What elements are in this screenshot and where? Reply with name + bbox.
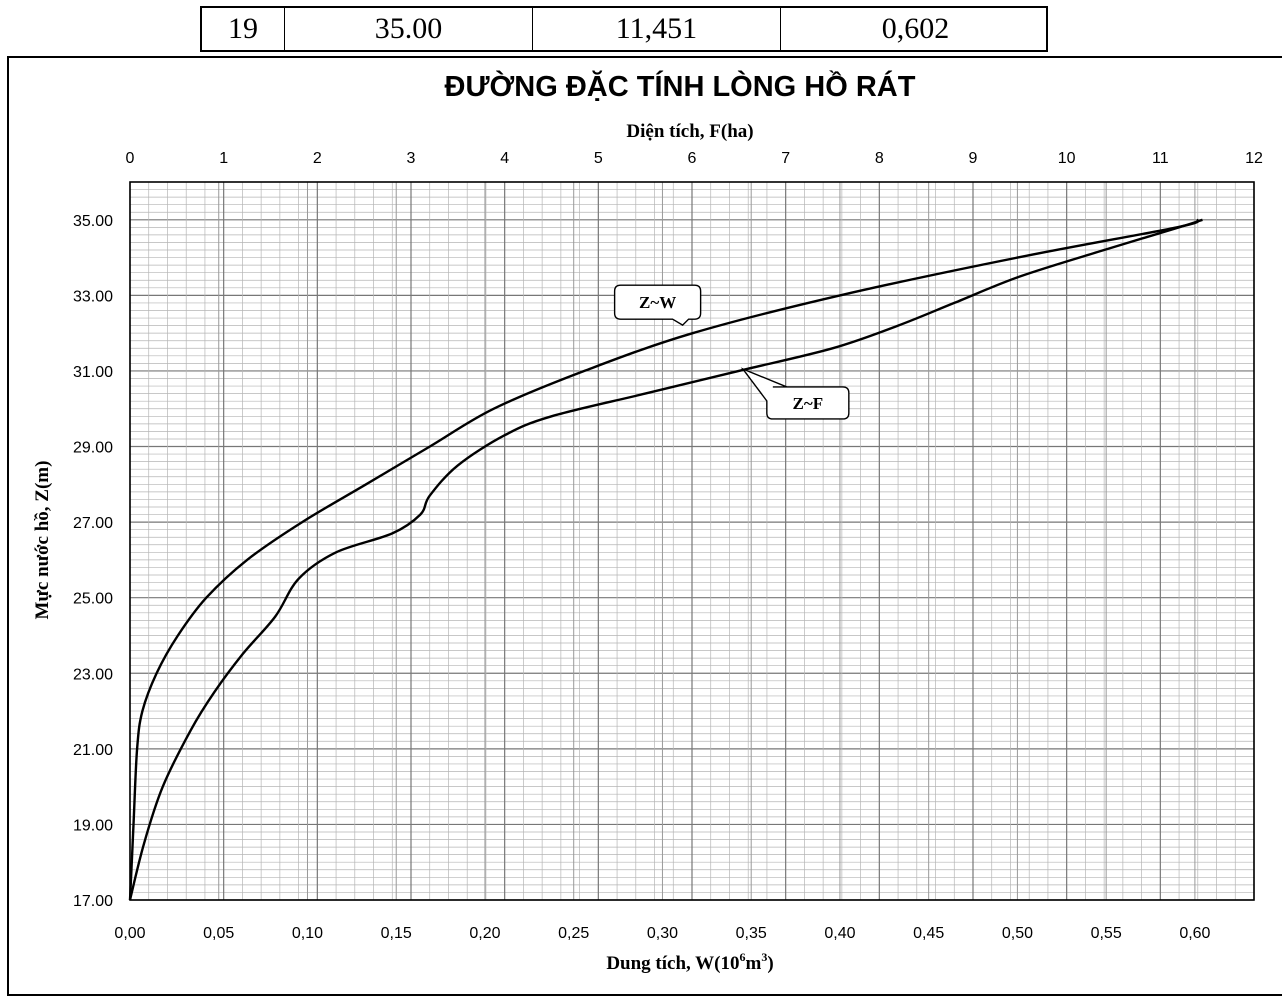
bottom-tick-label: 0,45 [913, 925, 944, 942]
axes [129, 181, 1255, 901]
bottom-tick-label: 0,20 [469, 925, 500, 942]
bottom-tick-label: 0,15 [381, 925, 412, 942]
bottom-tick-label: 0,30 [647, 925, 678, 942]
tick-labels: 0 1 2 3 4 5 6 7 8 9 10 11 120,00 0,05 0,10 0,15 0,20 0,25… [73, 150, 1263, 942]
y-tick-label: 29.00 [73, 440, 113, 457]
y-tick-label: 23.00 [73, 666, 113, 683]
bottom-axis-title-exp: 6 [740, 950, 746, 964]
table-cell-area: 11,451 [533, 8, 781, 50]
series-line-z-f [128, 218, 1203, 901]
y-tick-label: 27.00 [73, 515, 113, 532]
bottom-tick-label: 0,40 [824, 925, 855, 942]
callout-box [613, 284, 702, 327]
callout-label: Z~F [793, 394, 824, 413]
grid-lines [129, 181, 1255, 901]
table-cell-volume: 0,602 [881, 12, 950, 45]
bottom-axis-title-exp2: 3 [761, 950, 767, 964]
table-cell-index: 19 [202, 8, 285, 50]
top-tick-label: 10 [1058, 150, 1076, 167]
y-tick-label: 35.00 [73, 213, 113, 230]
bottom-tick-label: 0,35 [736, 925, 767, 942]
bottom-tick-label: 0,00 [114, 925, 145, 942]
top-tick-label: 9 [969, 150, 978, 167]
y-tick-label: 31.00 [73, 364, 113, 381]
top-tick-label: 1 [219, 150, 228, 167]
chart-title: ĐƯỜNG ĐẶC TÍNH LÒNG HỒ RÁT [445, 69, 916, 103]
callout-box [740, 367, 850, 420]
top-tick-label: 12 [1245, 150, 1263, 167]
series-line-z-w [128, 218, 1200, 901]
y-tick-label: 33.00 [73, 288, 113, 305]
bottom-tick-label: 0,50 [1002, 925, 1033, 942]
top-tick-label: 5 [594, 150, 603, 167]
top-tick-label: 4 [500, 150, 509, 167]
callouts: Z~W Z~F [613, 284, 850, 420]
data-table-row: 19 35.00 11,451 0,602 [200, 6, 1048, 52]
top-axis-title: Diện tích, F(ha) [626, 121, 753, 142]
y-tick-label: 19.00 [73, 817, 113, 834]
series-lines [128, 218, 1203, 901]
bottom-tick-label: 0,55 [1091, 925, 1122, 942]
top-tick-label: 0 [126, 150, 135, 167]
table-cell-level: 35.00 [285, 8, 533, 50]
top-tick-label: 6 [688, 150, 697, 167]
bottom-axis-title-unit: m [746, 953, 762, 974]
callout-z-w: Z~W [613, 284, 702, 327]
top-tick-label: 11 [1152, 150, 1169, 167]
plot-area-border [129, 181, 1255, 901]
top-tick-label: 7 [781, 150, 790, 167]
top-tick-label: 2 [313, 150, 322, 167]
y-axis-title: Mực nước hồ, Z(m) [32, 461, 53, 620]
top-tick-label: 8 [875, 150, 884, 167]
top-tick-label: 3 [407, 150, 416, 167]
bottom-axis-title-main: Dung tích, W(10 [606, 953, 739, 974]
bottom-tick-label: 0,10 [292, 925, 323, 942]
y-tick-label: 21.00 [73, 742, 113, 759]
bottom-tick-label: 0,60 [1179, 925, 1210, 942]
callout-label: Z~W [639, 293, 676, 312]
y-tick-label: 17.00 [73, 893, 113, 910]
bottom-tick-label: 0,05 [203, 925, 234, 942]
bottom-tick-label: 0,25 [558, 925, 589, 942]
callout-z-f: Z~F [740, 367, 850, 420]
bottom-axis-title-close: ) [767, 953, 773, 974]
y-tick-label: 25.00 [73, 591, 113, 608]
bottom-axis-title: Dung tích, W(106m3) [606, 950, 773, 974]
